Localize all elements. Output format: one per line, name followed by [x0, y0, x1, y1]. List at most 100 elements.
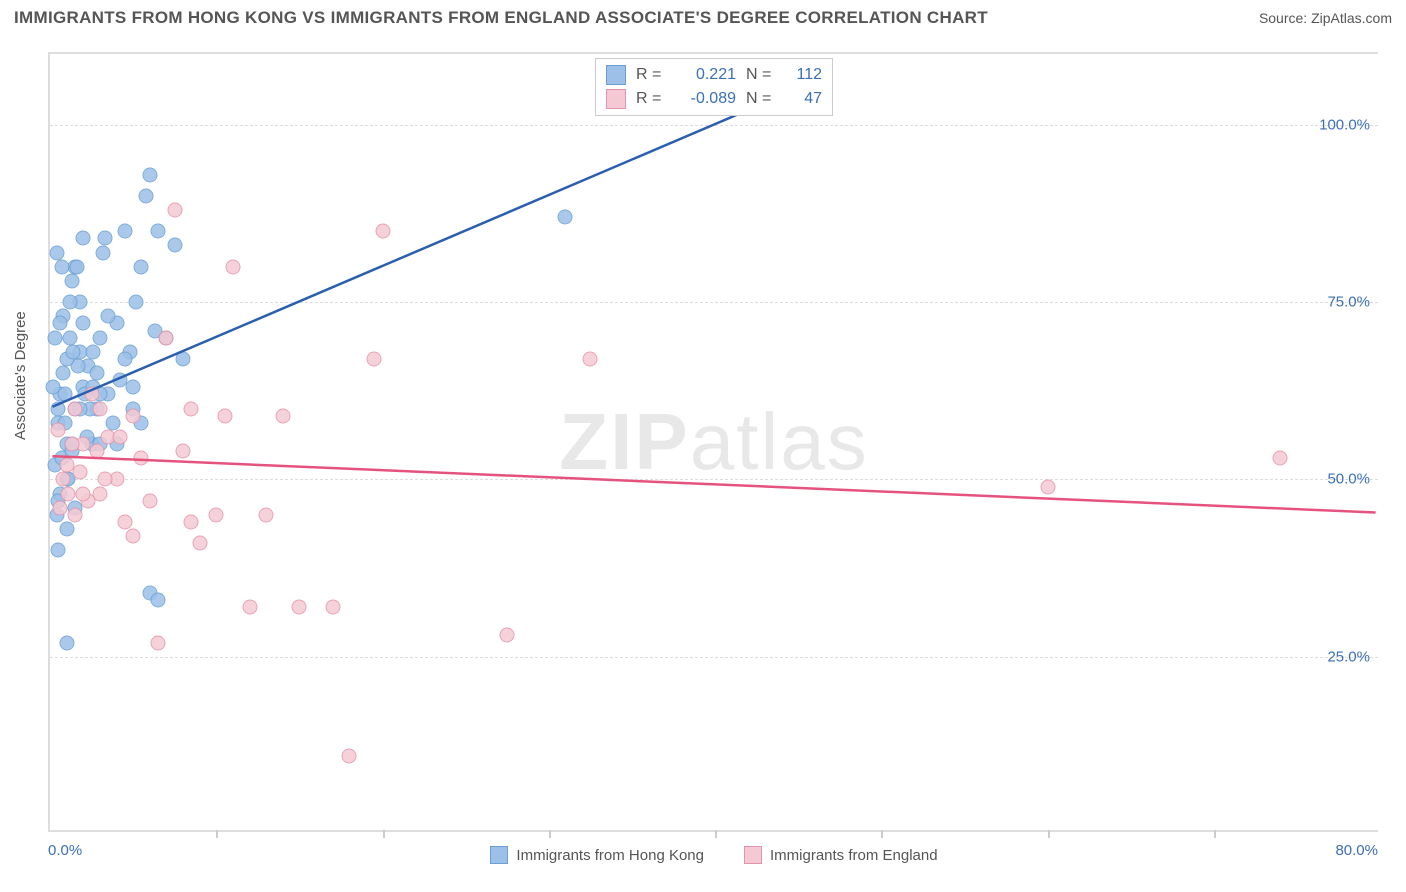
data-point	[62, 330, 77, 345]
y-tick-label: 75.0%	[1327, 294, 1370, 311]
data-point	[66, 344, 81, 359]
data-point	[117, 351, 132, 366]
data-point	[1273, 451, 1288, 466]
data-point	[72, 465, 87, 480]
data-point	[134, 451, 149, 466]
data-point	[151, 224, 166, 239]
data-point	[56, 472, 71, 487]
data-point	[275, 408, 290, 423]
source-link[interactable]: ZipAtlas.com	[1311, 10, 1392, 26]
grid-line	[50, 302, 1378, 303]
data-point	[76, 316, 91, 331]
data-point	[89, 366, 104, 381]
source-credit: Source: ZipAtlas.com	[1259, 10, 1392, 26]
data-point	[117, 224, 132, 239]
correlation-legend: R = 0.221 N = 112 R = -0.089 N = 47	[595, 58, 833, 116]
data-point	[184, 401, 199, 416]
data-point	[142, 493, 157, 508]
data-point	[209, 507, 224, 522]
x-tick	[383, 830, 385, 838]
data-point	[59, 635, 74, 650]
x-tick	[881, 830, 883, 838]
data-point	[167, 203, 182, 218]
data-point	[583, 351, 598, 366]
grid-line	[50, 125, 1378, 126]
data-point	[89, 444, 104, 459]
y-tick-label: 25.0%	[1327, 648, 1370, 665]
data-point	[92, 330, 107, 345]
data-point	[292, 600, 307, 615]
data-point	[59, 522, 74, 537]
x-tick	[1048, 830, 1050, 838]
data-point	[375, 224, 390, 239]
data-point	[184, 515, 199, 530]
data-point	[159, 330, 174, 345]
data-point	[54, 259, 69, 274]
data-point	[106, 415, 121, 430]
data-point	[367, 351, 382, 366]
data-point	[1040, 479, 1055, 494]
data-point	[151, 593, 166, 608]
data-point	[86, 344, 101, 359]
data-point	[64, 437, 79, 452]
data-point	[61, 486, 76, 501]
data-point	[142, 167, 157, 182]
data-point	[96, 245, 111, 260]
swatch-hk	[606, 65, 626, 85]
data-point	[97, 231, 112, 246]
data-point	[176, 351, 191, 366]
data-point	[259, 507, 274, 522]
data-point	[151, 635, 166, 650]
legend-item-en: Immigrants from England	[744, 846, 938, 864]
data-point	[176, 444, 191, 459]
data-point	[51, 422, 66, 437]
data-point	[134, 259, 149, 274]
data-point	[126, 380, 141, 395]
data-point	[56, 366, 71, 381]
data-point	[325, 600, 340, 615]
grid-line	[50, 479, 1378, 480]
data-point	[51, 401, 66, 416]
data-point	[117, 515, 132, 530]
data-point	[126, 408, 141, 423]
data-point	[126, 529, 141, 544]
x-tick	[715, 830, 717, 838]
data-point	[62, 295, 77, 310]
grid-line	[50, 657, 1378, 658]
y-tick-label: 50.0%	[1327, 471, 1370, 488]
data-point	[64, 273, 79, 288]
swatch-hk-icon	[490, 846, 508, 864]
data-point	[217, 408, 232, 423]
legend-row-en: R = -0.089 N = 47	[606, 87, 822, 111]
data-point	[242, 600, 257, 615]
data-point	[76, 231, 91, 246]
series-legend: Immigrants from Hong Kong Immigrants fro…	[50, 846, 1378, 864]
data-point	[558, 210, 573, 225]
data-point	[51, 543, 66, 558]
y-tick-label: 100.0%	[1319, 116, 1370, 133]
data-point	[342, 749, 357, 764]
data-point	[101, 309, 116, 324]
plot-area: ZIPatlas 25.0%50.0%75.0%100.0% R = 0.221…	[48, 52, 1378, 832]
data-point	[139, 188, 154, 203]
x-tick	[549, 830, 551, 838]
data-point	[69, 259, 84, 274]
data-point	[49, 245, 64, 260]
data-point	[52, 316, 67, 331]
legend-row-hk: R = 0.221 N = 112	[606, 63, 822, 87]
data-point	[67, 401, 82, 416]
data-point	[192, 536, 207, 551]
data-point	[67, 507, 82, 522]
data-point	[167, 238, 182, 253]
y-axis-label: Associate's Degree	[12, 311, 29, 440]
swatch-en	[606, 89, 626, 109]
x-tick	[1214, 830, 1216, 838]
data-point	[46, 380, 61, 395]
data-point	[112, 429, 127, 444]
data-point	[84, 387, 99, 402]
data-point	[129, 295, 144, 310]
chart-title: IMMIGRANTS FROM HONG KONG VS IMMIGRANTS …	[14, 8, 988, 28]
data-point	[52, 500, 67, 515]
x-tick	[216, 830, 218, 838]
data-point	[500, 628, 515, 643]
